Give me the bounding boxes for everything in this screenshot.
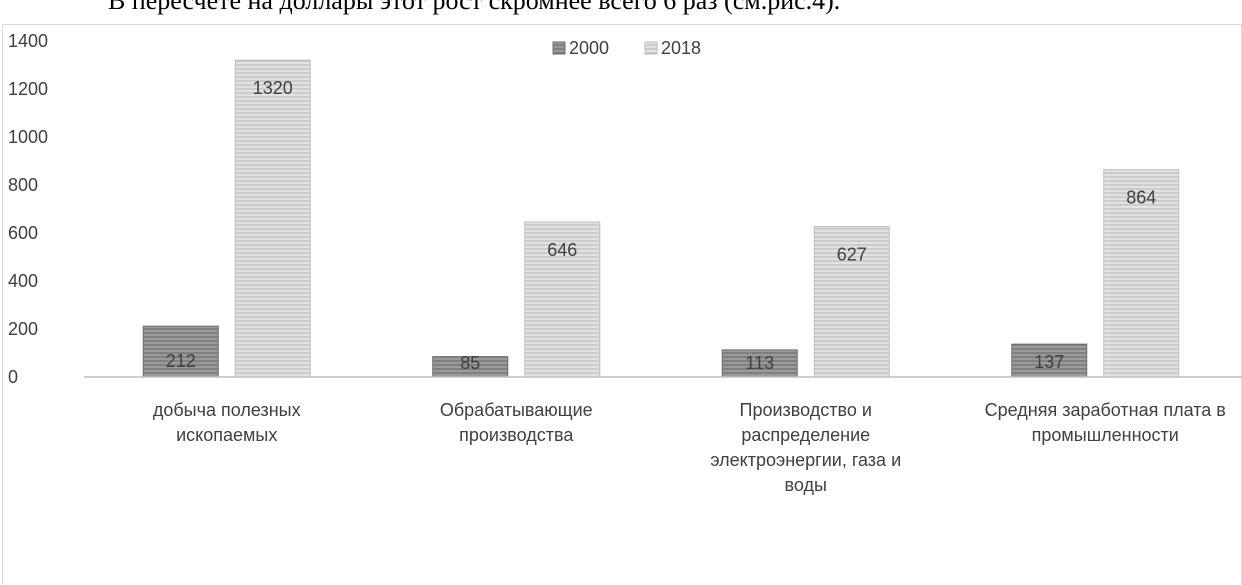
category-label-line: Производство и xyxy=(740,400,872,420)
bars-group xyxy=(142,59,1180,378)
y-tick-label: 200 xyxy=(8,319,38,339)
category-label-3: Производство и распределение электроэнерги… xyxy=(710,400,901,495)
data-labels-group: 212 1320 85 646 113 627 137 864 xyxy=(166,78,1157,373)
category-label-line: промышленности xyxy=(1032,425,1179,445)
data-label-2018-4: 864 xyxy=(1126,188,1156,208)
bar-2018-2 xyxy=(524,221,601,378)
y-axis-ticks: 0 200 400 600 800 1000 1200 1400 xyxy=(8,31,48,387)
y-tick-label: 800 xyxy=(8,175,38,195)
y-tick-label: 400 xyxy=(8,271,38,291)
data-label-2000-4: 137 xyxy=(1034,352,1064,372)
category-labels-group: добыча полезных ископаемых Обрабатывающие п… xyxy=(153,400,1226,495)
bar-2000-4 xyxy=(1011,343,1088,378)
category-label-line: Средняя заработная плата в xyxy=(985,400,1226,420)
y-tick-label: 1000 xyxy=(8,127,48,147)
category-label-line: добыча полезных xyxy=(153,400,301,420)
category-label-line: производства xyxy=(459,425,574,445)
legend: 2000 2018 xyxy=(552,38,701,58)
category-label-4: Средняя заработная плата в промышленности xyxy=(985,400,1226,445)
y-tick-label: 1400 xyxy=(8,31,48,51)
category-label-line: ископаемых xyxy=(176,425,277,445)
data-label-2018-3: 627 xyxy=(837,245,867,265)
category-label-line: электроэнергии, газа и xyxy=(710,450,901,470)
category-label-line: Обрабатывающие xyxy=(440,400,593,420)
bar-2000-1 xyxy=(142,325,219,378)
legend-label-2018: 2018 xyxy=(661,38,701,58)
legend-swatch-2000 xyxy=(552,41,566,55)
y-tick-label: 0 xyxy=(8,367,18,387)
y-tick-label: 1200 xyxy=(8,79,48,99)
legend-label-2000: 2000 xyxy=(569,38,609,58)
category-label-line: распределение xyxy=(741,425,870,445)
bar-2000-3 xyxy=(721,349,798,378)
data-label-2000-3: 113 xyxy=(745,353,774,373)
bar-2018-1 xyxy=(234,59,311,378)
category-label-1: добыча полезных ископаемых xyxy=(153,400,301,445)
bar-2018-4 xyxy=(1103,169,1180,378)
data-label-2018-2: 646 xyxy=(547,240,577,260)
category-label-line: воды xyxy=(785,475,827,495)
legend-swatch-2018 xyxy=(644,41,658,55)
y-tick-label: 600 xyxy=(8,223,38,243)
data-label-2018-1: 1320 xyxy=(253,78,293,98)
cropped-paragraph-text: В пересчете на доллары этот рост скромне… xyxy=(108,0,841,15)
category-label-2: Обрабатывающие производства xyxy=(440,400,593,445)
data-label-2000-2: 85 xyxy=(460,353,480,373)
data-label-2000-1: 212 xyxy=(166,351,196,371)
